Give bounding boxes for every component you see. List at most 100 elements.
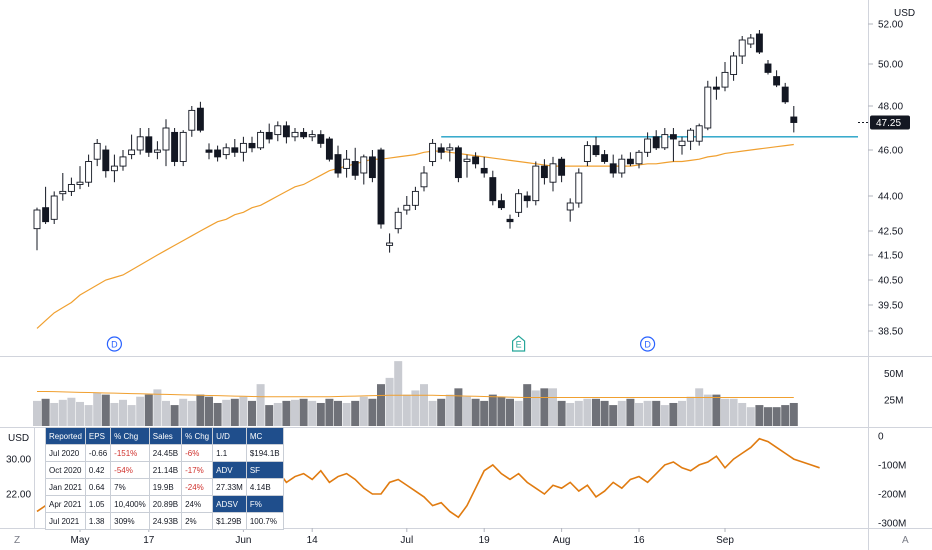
candle [67, 177, 75, 196]
volume-bar [67, 397, 76, 426]
earnings-event-marker[interactable]: E [512, 335, 526, 352]
volume-bar [110, 402, 119, 426]
volume-bar [342, 402, 351, 426]
volume-bar [351, 400, 360, 426]
volume-bar [127, 405, 136, 426]
volume-bar [506, 398, 514, 426]
volume-bar [781, 405, 790, 426]
side-mc-label: MC [245, 427, 284, 445]
volume-bar [678, 400, 686, 426]
volume-bar [308, 400, 317, 426]
price-tick-label: 41.50 [878, 251, 903, 262]
currency-label: USD [894, 8, 915, 19]
price-tick-label: 42.50 [878, 227, 903, 238]
candle [618, 154, 626, 178]
volume-bar [652, 400, 661, 426]
header-eps-change: % Chg [110, 427, 150, 445]
candle [59, 173, 67, 201]
volume-bar [557, 400, 566, 426]
time-tick-label: Jul [400, 535, 413, 546]
volume-tick-label: 25M [884, 395, 903, 406]
candle [601, 150, 609, 164]
candle [325, 136, 333, 162]
volume-bar [93, 392, 102, 426]
candle [351, 147, 359, 180]
volume-bar [282, 400, 291, 426]
dividend-event-marker[interactable]: D [639, 336, 656, 352]
volume-bar [540, 388, 549, 426]
volume-bar [265, 405, 274, 426]
cell: 0.64 [84, 478, 112, 496]
volume-bar [574, 400, 583, 426]
cell: 0.42 [84, 461, 112, 479]
volume-bar [755, 405, 764, 426]
volume-bar [187, 400, 196, 426]
indicator-unit-label: USD [8, 433, 29, 444]
candles [33, 30, 868, 253]
svg-text:D: D [644, 340, 651, 350]
candle [145, 128, 153, 157]
svg-text:D: D [111, 340, 118, 350]
volume-bar [789, 402, 798, 426]
candle [695, 123, 703, 146]
candle [644, 132, 652, 157]
time-axis[interactable]: May 17 Jun 14 Jul 19 Aug 16 Sep [71, 528, 735, 546]
volume-bar [101, 394, 110, 426]
volume-bar [50, 402, 59, 426]
timezone-button[interactable]: Z [14, 535, 20, 546]
time-tick-label: 14 [307, 535, 319, 546]
candle [687, 128, 695, 150]
candle [214, 145, 222, 162]
volume-bar [41, 398, 50, 426]
candle [300, 128, 308, 139]
cell: -6% [181, 444, 214, 462]
candle [334, 145, 342, 178]
price-axis[interactable]: 52.00 50.00 48.00 46.00 44.00 42.50 41.50 40.50… [868, 20, 903, 338]
candle [669, 128, 677, 162]
candle [368, 150, 376, 183]
price-tick-label: 44.00 [878, 192, 903, 203]
cell: 20.89B [148, 495, 183, 513]
candle [575, 168, 583, 208]
price-pane[interactable] [0, 0, 868, 356]
side-sf-label: SF [245, 461, 284, 479]
dividend-event-marker[interactable]: D [106, 336, 123, 352]
time-tick-label: 17 [143, 535, 155, 546]
price-tick-label: 50.00 [878, 60, 903, 71]
candle [205, 143, 213, 160]
candle [222, 143, 230, 160]
volume-bar [617, 400, 626, 426]
volume-bar [523, 384, 532, 426]
indicator-right-tick-label: -300M [878, 519, 906, 530]
indicator-left-tick-label: 22.00 [6, 490, 31, 501]
volume-bar [721, 398, 729, 426]
cell: 24.45B [148, 444, 183, 462]
candle [153, 141, 161, 160]
price-tick-label: 39.50 [878, 301, 903, 312]
indicator-right-tick-label: -100M [878, 460, 906, 471]
auto-scale-button[interactable]: A [902, 535, 909, 546]
volume-bar [772, 407, 781, 426]
svg-text:E: E [516, 340, 522, 350]
candle [626, 152, 634, 167]
volume-bar [480, 400, 489, 426]
cell: 21.14B [148, 461, 183, 479]
candle [721, 62, 729, 92]
volume-bar [179, 398, 188, 426]
cell: -54% [110, 461, 150, 479]
side-adsv-value: $1.29B [212, 512, 247, 530]
candle [377, 147, 385, 229]
candle [764, 60, 772, 75]
candle [747, 34, 755, 48]
volume-bar [377, 384, 385, 426]
volume-bar [471, 398, 480, 426]
side-adv-value: 27.33M [212, 478, 247, 496]
time-tick-label: Jun [235, 535, 251, 546]
volume-bar [144, 394, 153, 426]
volume-bar [84, 405, 93, 426]
volume-bar [170, 405, 179, 426]
candle [712, 76, 720, 100]
volume-bar [712, 394, 721, 426]
